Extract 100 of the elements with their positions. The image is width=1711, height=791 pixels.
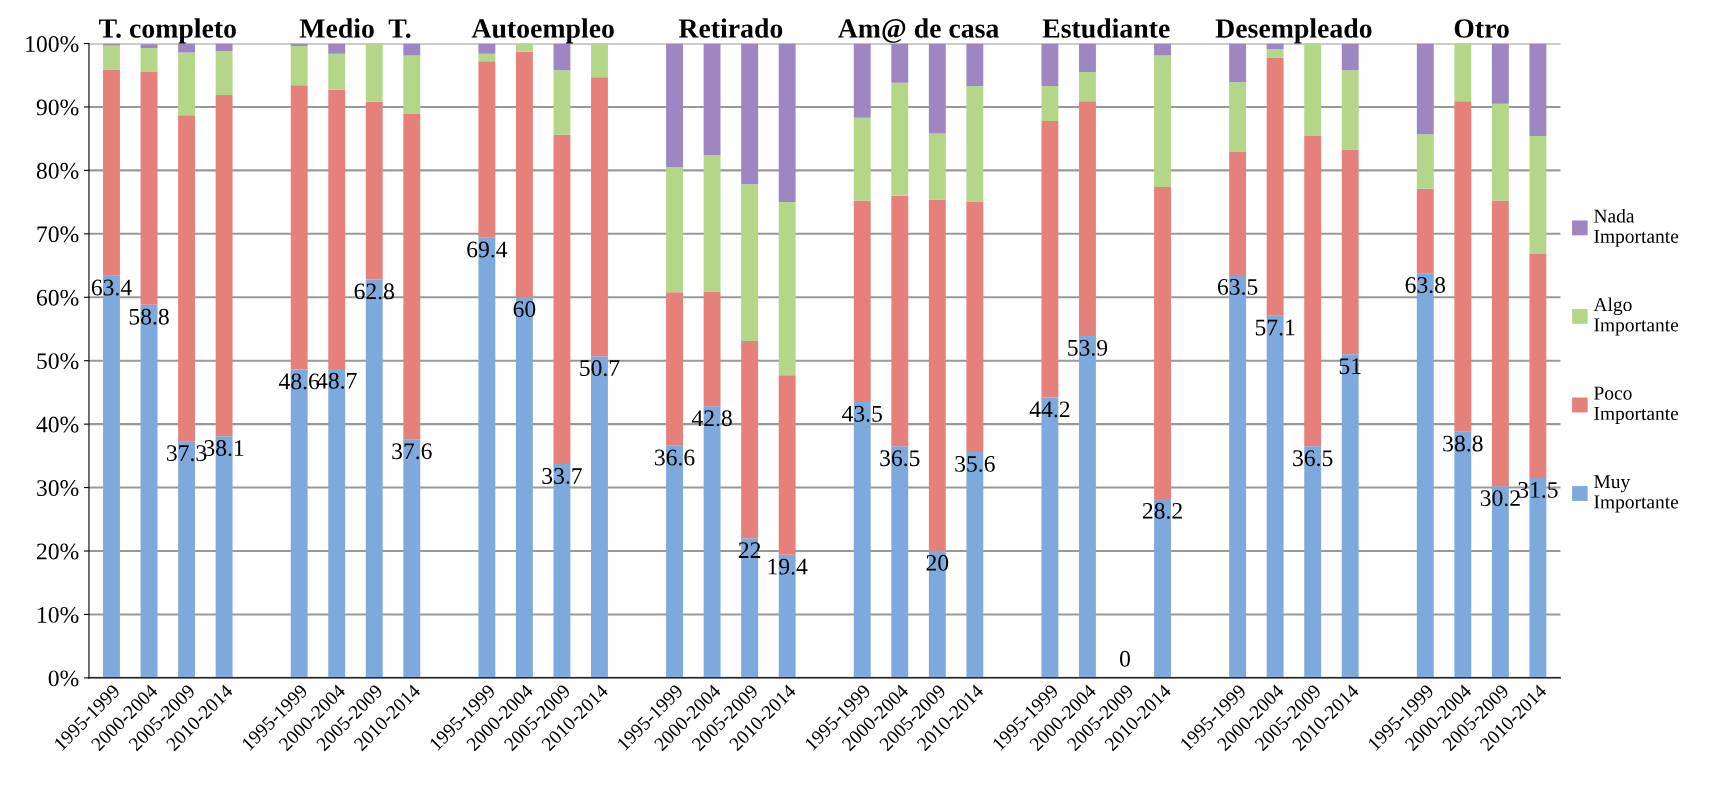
bar xyxy=(928,199,946,552)
text: Autoempleo xyxy=(471,18,614,44)
bar xyxy=(741,341,759,539)
data-label: 58.8 xyxy=(129,308,169,325)
bar xyxy=(1416,188,1434,274)
bar xyxy=(1491,200,1509,487)
bar xyxy=(1341,149,1359,355)
bar xyxy=(365,43,383,102)
bar xyxy=(478,61,496,238)
bar xyxy=(1491,103,1509,201)
bar xyxy=(403,55,421,114)
bar xyxy=(853,200,871,402)
bar xyxy=(478,43,496,54)
y-tick-label: 10% xyxy=(38,606,79,623)
bar xyxy=(1529,136,1547,255)
bar xyxy=(1266,49,1284,58)
data-label: 63.8 xyxy=(1405,277,1446,294)
data-label: 63.5 xyxy=(1217,278,1258,295)
text: Retirado xyxy=(678,18,783,38)
bar xyxy=(891,43,909,83)
bar xyxy=(215,51,233,95)
data-label: 44.2 xyxy=(1029,401,1070,418)
data-label: 31.5 xyxy=(1518,481,1558,498)
data-label: 35.6 xyxy=(955,455,995,472)
bar xyxy=(1341,70,1359,150)
bar xyxy=(666,292,683,446)
bar xyxy=(103,45,120,70)
bar xyxy=(1416,43,1434,135)
text: T. completo xyxy=(99,18,236,44)
bar xyxy=(966,86,984,202)
bar xyxy=(741,538,759,678)
bar xyxy=(553,43,571,71)
bar xyxy=(140,44,158,48)
bar xyxy=(1341,43,1359,71)
bar xyxy=(666,167,683,293)
y-tick-label: 50% xyxy=(37,353,79,370)
data-label: 28.2 xyxy=(1142,502,1182,519)
bar xyxy=(1304,136,1322,447)
bar xyxy=(853,117,871,201)
data-label: 19.4 xyxy=(768,558,808,575)
bar xyxy=(1454,43,1472,102)
bar xyxy=(478,53,496,62)
bar xyxy=(891,195,909,447)
bar xyxy=(1529,254,1547,479)
data-label: 0 xyxy=(1120,650,1130,667)
bar xyxy=(1079,72,1096,102)
legend-label: Poco Importante xyxy=(1594,386,1679,424)
bar xyxy=(1416,134,1434,189)
bar xyxy=(290,85,308,370)
bar xyxy=(853,43,871,118)
bar xyxy=(1304,43,1322,137)
bar xyxy=(703,43,721,156)
bar xyxy=(403,43,421,56)
bar xyxy=(328,89,346,369)
data-label: 50.7 xyxy=(580,360,620,377)
y-tick-label: 60% xyxy=(36,289,79,306)
bar xyxy=(778,43,796,203)
y-tick-label: 90% xyxy=(36,99,79,116)
y-tick-label: 0% xyxy=(48,670,79,687)
data-label: 63.4 xyxy=(91,279,132,296)
bar xyxy=(1154,43,1171,56)
legend-label: Nada Importante xyxy=(1594,208,1679,247)
bar xyxy=(928,43,946,134)
bar xyxy=(703,291,721,407)
y-tick-label: 70% xyxy=(37,226,79,243)
bar xyxy=(328,43,346,54)
bar xyxy=(1079,101,1096,336)
data-label: 53.9 xyxy=(1068,339,1108,356)
data-label: 36.5 xyxy=(880,450,920,467)
bar xyxy=(515,43,533,52)
text: Estudiante xyxy=(1042,18,1170,38)
bar xyxy=(966,43,984,87)
bar xyxy=(140,47,158,73)
data-label: 22 xyxy=(738,542,761,558)
bar xyxy=(1041,120,1059,398)
bar xyxy=(403,113,421,440)
text: Am@ de casa xyxy=(838,18,999,43)
bar xyxy=(1341,354,1359,678)
bar xyxy=(591,43,608,78)
bar xyxy=(515,51,533,298)
bar xyxy=(703,155,721,292)
data-label: 36.6 xyxy=(655,449,695,466)
bar xyxy=(178,52,196,116)
bar xyxy=(1079,43,1096,73)
data-label: 43.5 xyxy=(842,405,882,422)
data-label: 33.7 xyxy=(542,468,582,484)
bar xyxy=(928,133,946,200)
text: Medio T. xyxy=(299,18,411,38)
bar xyxy=(1041,86,1059,121)
y-tick-label: 30% xyxy=(37,480,79,497)
y-tick-label: 100% xyxy=(26,36,79,53)
bar xyxy=(1041,43,1059,87)
text: Otro xyxy=(1454,19,1509,38)
bar xyxy=(290,46,308,86)
bar xyxy=(778,202,796,376)
bar xyxy=(215,94,233,437)
data-label: 36.5 xyxy=(1293,450,1333,467)
bar xyxy=(1229,82,1247,152)
bar xyxy=(1266,57,1284,316)
bar xyxy=(1229,151,1247,276)
